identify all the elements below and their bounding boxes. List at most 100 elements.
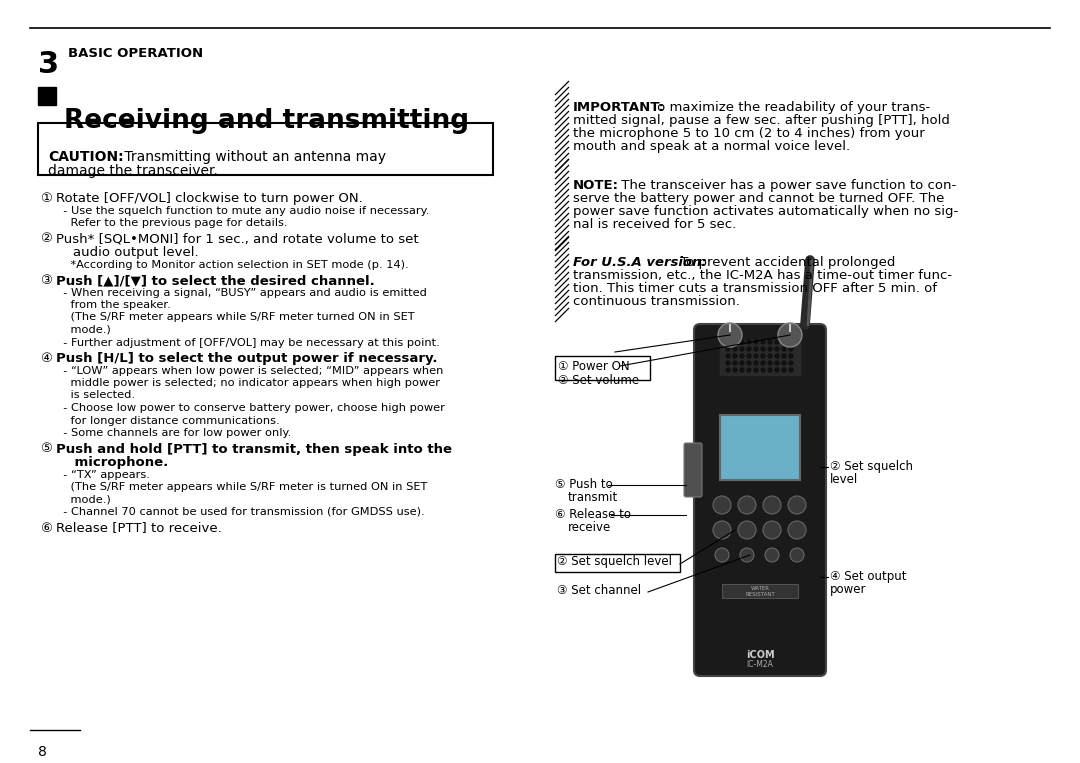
Circle shape <box>775 361 779 365</box>
Text: To maximize the readability of your trans-: To maximize the readability of your tran… <box>647 101 930 114</box>
Text: (The S/RF meter appears while S/RF meter is turned ON in SET: (The S/RF meter appears while S/RF meter… <box>56 482 428 492</box>
Text: For U.S.A version:: For U.S.A version: <box>573 256 706 269</box>
Text: - When receiving a signal, “BUSY” appears and audio is emitted: - When receiving a signal, “BUSY” appear… <box>56 288 427 298</box>
Circle shape <box>740 368 744 372</box>
Circle shape <box>747 347 751 351</box>
Circle shape <box>747 368 751 372</box>
Text: Push [▲]/[▼] to select the desired channel.: Push [▲]/[▼] to select the desired chann… <box>56 274 375 287</box>
Circle shape <box>754 340 758 344</box>
Circle shape <box>789 548 804 562</box>
Circle shape <box>713 496 731 514</box>
Circle shape <box>778 323 802 347</box>
Bar <box>38 123 492 175</box>
Text: ② Set squelch: ② Set squelch <box>831 460 913 473</box>
Circle shape <box>726 340 730 344</box>
Circle shape <box>761 368 765 372</box>
Text: The transceiver has a power save function to con-: The transceiver has a power save functio… <box>617 179 956 192</box>
Circle shape <box>788 521 806 539</box>
Circle shape <box>761 347 765 351</box>
Circle shape <box>782 347 786 351</box>
Text: the microphone 5 to 10 cm (2 to 4 inches) from your: the microphone 5 to 10 cm (2 to 4 inches… <box>573 127 924 140</box>
FancyBboxPatch shape <box>684 443 702 497</box>
Circle shape <box>789 368 793 372</box>
FancyBboxPatch shape <box>694 324 826 676</box>
Circle shape <box>762 496 781 514</box>
Circle shape <box>754 354 758 358</box>
Text: Refer to the previous page for details.: Refer to the previous page for details. <box>56 218 287 228</box>
Circle shape <box>775 340 779 344</box>
Circle shape <box>775 368 779 372</box>
Text: ⑥ Release to: ⑥ Release to <box>555 508 631 521</box>
Circle shape <box>782 340 786 344</box>
Text: *According to Monitor action selection in SET mode (p. 14).: *According to Monitor action selection i… <box>56 259 408 269</box>
Text: Transmitting without an antenna may: Transmitting without an antenna may <box>120 150 386 164</box>
Text: Push [H/L] to select the output power if necessary.: Push [H/L] to select the output power if… <box>56 352 437 365</box>
Circle shape <box>738 521 756 539</box>
Text: ① Power ON: ① Power ON <box>558 360 630 373</box>
Text: BASIC OPERATION: BASIC OPERATION <box>68 47 203 60</box>
Text: - Choose low power to conserve battery power, choose high power: - Choose low power to conserve battery p… <box>56 403 445 413</box>
Circle shape <box>768 340 772 344</box>
Circle shape <box>789 347 793 351</box>
Text: 8: 8 <box>38 745 46 759</box>
Text: from the speaker.: from the speaker. <box>56 300 171 310</box>
Text: ④: ④ <box>40 352 52 365</box>
Text: is selected.: is selected. <box>56 391 135 401</box>
Text: - Some channels are for low power only.: - Some channels are for low power only. <box>56 428 292 438</box>
Text: CAUTION:: CAUTION: <box>48 150 123 164</box>
Text: ② Set squelch level: ② Set squelch level <box>557 555 672 568</box>
Circle shape <box>718 323 742 347</box>
Circle shape <box>789 354 793 358</box>
Circle shape <box>765 548 779 562</box>
Circle shape <box>747 340 751 344</box>
Circle shape <box>775 347 779 351</box>
Bar <box>720 340 800 375</box>
Text: damage the transceiver.: damage the transceiver. <box>48 164 218 178</box>
Text: ②: ② <box>40 233 52 246</box>
Text: Receiving and transmitting: Receiving and transmitting <box>64 108 469 134</box>
Text: microphone.: microphone. <box>56 456 168 469</box>
Text: IMPORTANT:: IMPORTANT: <box>573 101 665 114</box>
Text: - Channel 70 cannot be used for transmission (for GMDSS use).: - Channel 70 cannot be used for transmis… <box>56 507 424 517</box>
Circle shape <box>740 340 744 344</box>
Text: NOTE:: NOTE: <box>573 179 619 192</box>
Circle shape <box>782 368 786 372</box>
Text: mouth and speak at a normal voice level.: mouth and speak at a normal voice level. <box>573 140 850 153</box>
Circle shape <box>715 548 729 562</box>
Text: mode.): mode.) <box>56 325 111 335</box>
Bar <box>720 415 800 480</box>
Text: (The S/RF meter appears while S/RF meter turned ON in SET: (The S/RF meter appears while S/RF meter… <box>56 313 415 323</box>
Circle shape <box>740 548 754 562</box>
Circle shape <box>768 361 772 365</box>
Text: transmit: transmit <box>568 491 618 504</box>
Text: serve the battery power and cannot be turned OFF. The: serve the battery power and cannot be tu… <box>573 192 944 205</box>
Circle shape <box>747 354 751 358</box>
Text: power save function activates automatically when no sig-: power save function activates automatica… <box>573 205 958 218</box>
Circle shape <box>789 361 793 365</box>
Circle shape <box>740 354 744 358</box>
Text: ⑥: ⑥ <box>40 521 52 535</box>
Text: power: power <box>831 583 866 596</box>
Text: transmission, etc., the IC-M2A has a time-out timer func-: transmission, etc., the IC-M2A has a tim… <box>573 269 953 282</box>
Text: mode.): mode.) <box>56 494 111 504</box>
Text: Push* [SQL•MONI] for 1 sec., and rotate volume to set: Push* [SQL•MONI] for 1 sec., and rotate … <box>56 233 419 246</box>
Circle shape <box>733 354 737 358</box>
Text: IC-M2A: IC-M2A <box>746 660 773 669</box>
Circle shape <box>733 368 737 372</box>
Text: level: level <box>831 473 859 486</box>
Circle shape <box>713 521 731 539</box>
Text: receive: receive <box>568 521 611 534</box>
Circle shape <box>733 347 737 351</box>
Text: - Further adjustment of [OFF/VOL] may be necessary at this point.: - Further adjustment of [OFF/VOL] may be… <box>56 337 440 347</box>
Bar <box>555 356 650 380</box>
Text: tion. This timer cuts a transmission OFF after 5 min. of: tion. This timer cuts a transmission OFF… <box>573 282 937 295</box>
Circle shape <box>738 496 756 514</box>
Circle shape <box>733 361 737 365</box>
Circle shape <box>726 354 730 358</box>
Text: nal is received for 5 sec.: nal is received for 5 sec. <box>573 218 737 231</box>
Circle shape <box>761 361 765 365</box>
Text: To prevent accidental prolonged: To prevent accidental prolonged <box>676 256 895 269</box>
Text: audio output level.: audio output level. <box>56 246 199 259</box>
Text: middle power is selected; no indicator appears when high power: middle power is selected; no indicator a… <box>56 378 440 388</box>
Text: ⑤ Push to: ⑤ Push to <box>555 478 612 491</box>
